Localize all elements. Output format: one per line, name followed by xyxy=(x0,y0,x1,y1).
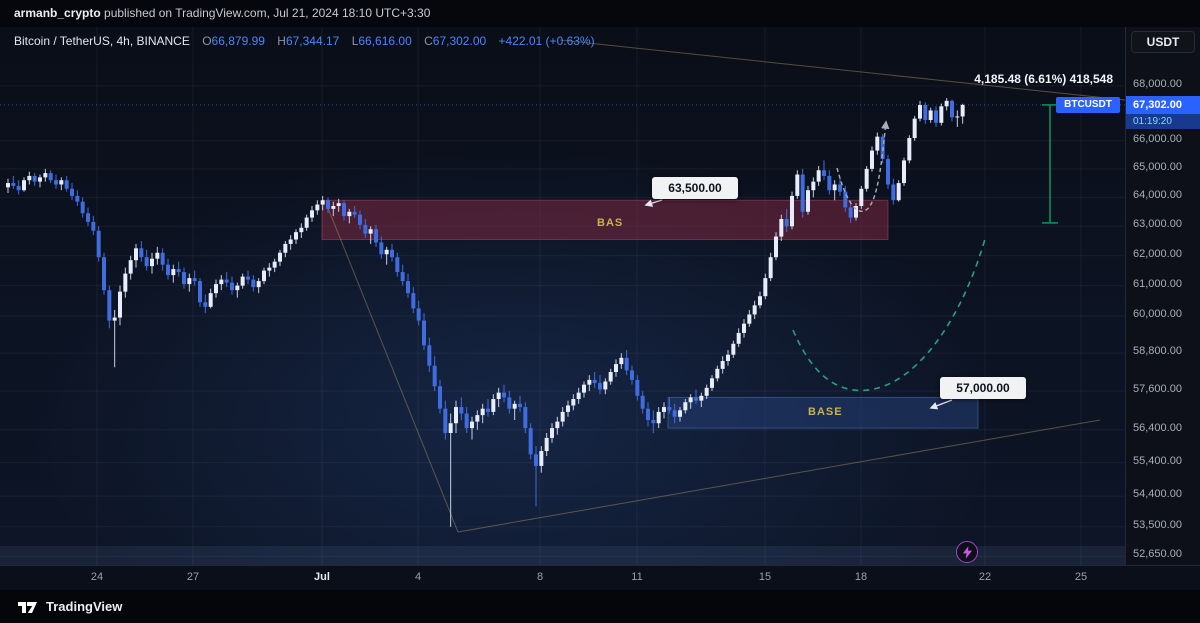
price-axis[interactable]: USDT 67,302.00 01:19:20 68,000.00 66,000.… xyxy=(1125,27,1200,565)
price-axis-label: 55,400.00 xyxy=(1133,454,1182,467)
bar-countdown: 01:19:20 xyxy=(1126,114,1200,129)
publish-username: armanb_crypto xyxy=(14,6,101,20)
price-axis-label: 54,400.00 xyxy=(1133,488,1182,501)
symbol-title[interactable]: Bitcoin / TetherUS, 4h, BINANCE xyxy=(14,34,190,48)
open-label: O xyxy=(202,34,212,48)
high-label: H xyxy=(277,34,286,48)
tradingview-logo[interactable]: TradingView xyxy=(16,599,122,615)
svg-text:BASE: BASE xyxy=(808,406,843,418)
time-axis-label: 25 xyxy=(1074,571,1088,583)
price-axis-label: 65,000.00 xyxy=(1133,160,1182,173)
price-axis-label: 52,650.00 xyxy=(1133,548,1182,561)
chart-area[interactable]: BAS BASE Bitcoin / TetherUS, 4h, BINANCE … xyxy=(0,27,1125,565)
boost-button[interactable] xyxy=(956,541,978,563)
svg-text:BAS: BAS xyxy=(597,217,623,229)
price-axis-label: 53,500.00 xyxy=(1133,518,1182,531)
price-axis-label: 63,000.00 xyxy=(1133,218,1182,231)
time-axis-label: 27 xyxy=(186,571,200,583)
measurement-label: 4,185.48 (6.61%) 418,548 xyxy=(974,72,1113,86)
tradingview-brand-text: TradingView xyxy=(46,599,123,614)
publish-bar: armanb_crypto published on TradingView.c… xyxy=(0,0,1200,27)
price-axis-label: 62,000.00 xyxy=(1133,247,1182,260)
price-callout-57000[interactable]: 57,000.00 xyxy=(940,377,1026,399)
open-value: 66,879.99 xyxy=(211,34,265,48)
time-axis-label: 4 xyxy=(414,571,422,583)
price-callout-63500[interactable]: 63,500.00 xyxy=(652,177,738,199)
low-label: L xyxy=(351,34,359,48)
time-axis-label: 8 xyxy=(536,571,544,583)
currency-button[interactable]: USDT xyxy=(1131,31,1195,53)
low-value: 66,616.00 xyxy=(358,34,412,48)
high-value: 67,344.17 xyxy=(285,34,340,48)
price-axis-label: 57,600.00 xyxy=(1133,383,1182,396)
time-axis-label: 15 xyxy=(758,571,772,583)
close-label: C xyxy=(424,34,433,48)
footer-bar: TradingView xyxy=(0,590,1200,623)
price-axis-label: 64,000.00 xyxy=(1133,189,1182,202)
current-price-label[interactable]: 67,302.00 01:19:20 xyxy=(1126,96,1200,129)
time-axis-label: Jul xyxy=(314,571,330,583)
symbol-tag: BTCUSDT xyxy=(1056,97,1120,113)
time-axis[interactable]: 24 27 Jul 4 8 11 15 18 22 25 xyxy=(0,565,1200,590)
close-value: 67,302.00 xyxy=(432,34,487,48)
publish-text: published on TradingView.com, Jul 21, 20… xyxy=(100,6,431,20)
time-axis-label: 18 xyxy=(854,571,868,583)
price-axis-label: 58,800.00 xyxy=(1133,345,1182,358)
lightning-icon xyxy=(962,545,972,559)
price-axis-label: 66,000.00 xyxy=(1133,132,1182,145)
tradingview-logo-icon xyxy=(18,601,37,613)
time-axis-label: 24 xyxy=(90,571,104,583)
price-chart[interactable]: BAS BASE xyxy=(0,27,1125,565)
price-axis-label: 61,000.00 xyxy=(1133,277,1182,290)
price-axis-label: 60,000.00 xyxy=(1133,308,1182,320)
change-value: +422.01 (+0.63%) xyxy=(498,34,595,48)
current-price-value: 67,302.00 xyxy=(1126,96,1200,114)
price-axis-label: 68,000.00 xyxy=(1133,77,1182,90)
symbol-header: Bitcoin / TetherUS, 4h, BINANCE O66,879.… xyxy=(14,34,595,48)
time-axis-label: 11 xyxy=(631,571,643,583)
time-axis-label: 22 xyxy=(978,571,992,583)
price-axis-label: 56,400.00 xyxy=(1133,421,1182,434)
